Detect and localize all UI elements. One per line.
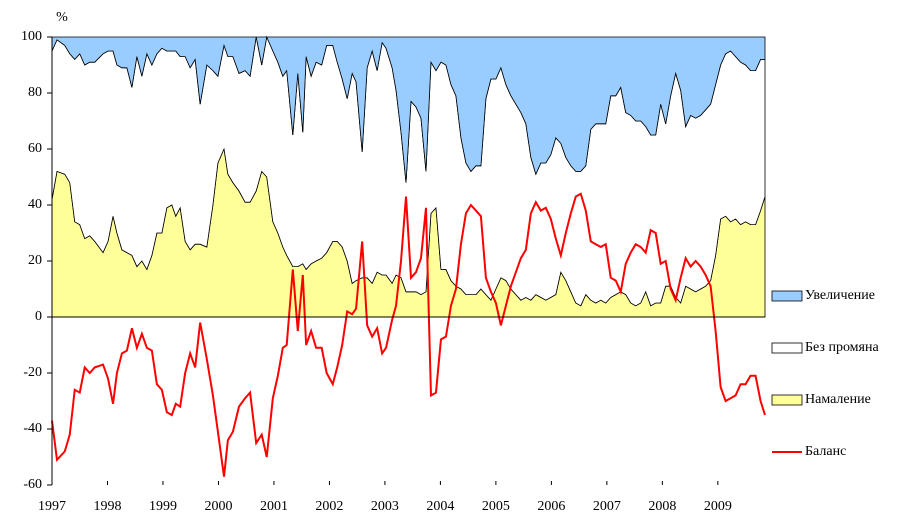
x-tick-label: 2008 xyxy=(648,499,676,514)
x-tick-label: 2009 xyxy=(704,499,732,514)
y-tick-label: 20 xyxy=(28,253,42,268)
x-tick-label: 1999 xyxy=(149,499,177,514)
x-tick-label: 1997 xyxy=(38,499,66,514)
legend-key xyxy=(771,394,803,406)
y-tick-label: -60 xyxy=(23,477,42,492)
legend-label: Намаление xyxy=(805,392,871,407)
legend-label: Увеличение xyxy=(805,288,875,303)
x-tick-label: 2000 xyxy=(204,499,232,514)
y-tick-label: -20 xyxy=(23,365,42,380)
y-tick-label: 0 xyxy=(35,309,42,324)
legend-label: Баланс xyxy=(805,444,846,459)
x-tick-label: 2002 xyxy=(315,499,343,514)
x-tick-label: 2003 xyxy=(371,499,399,514)
y-tick-label: 60 xyxy=(28,141,42,156)
y-tick-label: 100 xyxy=(21,29,42,44)
x-tick-label: 2005 xyxy=(482,499,510,514)
y-tick-label: -40 xyxy=(23,421,42,436)
x-tick-label: 1998 xyxy=(93,499,121,514)
line xyxy=(51,192,766,477)
legend-key xyxy=(771,342,803,354)
x-tick-label: 2004 xyxy=(426,499,454,514)
x-tick-label: 2006 xyxy=(537,499,565,514)
area xyxy=(51,35,766,183)
y-axis-label: % xyxy=(56,10,68,25)
x-tick-label: 2007 xyxy=(593,499,621,514)
x-tick-label: 2001 xyxy=(260,499,288,514)
legend-label: Без промяна xyxy=(805,340,879,355)
y-tick-label: 80 xyxy=(28,85,42,100)
y-tick-label: 40 xyxy=(28,197,42,212)
legend-key xyxy=(771,290,803,302)
